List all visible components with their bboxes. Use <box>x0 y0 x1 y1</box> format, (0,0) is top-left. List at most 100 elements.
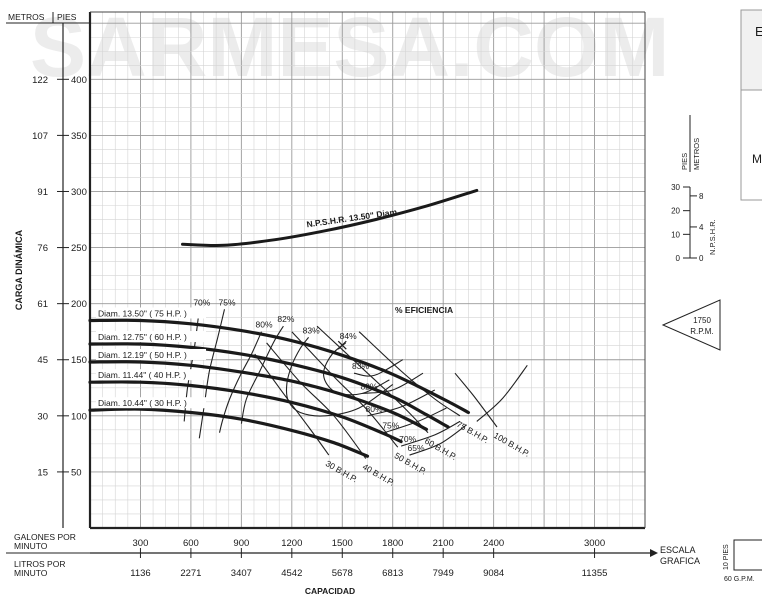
head-curve-label: Diam. 13.50" ( 75 H.P. ) <box>98 308 187 318</box>
y-tick-label-ft: 50 <box>71 467 82 478</box>
x-tick-label-gpm: 3000 <box>584 538 605 549</box>
head-curve-label: Diam. 12.75" ( 60 H.P. ) <box>98 332 187 342</box>
x-tick-label-gpm: 1800 <box>382 538 403 549</box>
scale-square <box>733 539 762 571</box>
head-curve <box>88 380 403 444</box>
head-curve <box>88 342 450 429</box>
rpm-badge <box>661 299 721 351</box>
scale-label-line2: GRAFICA <box>660 556 700 566</box>
x-tick-label-lpm: 7949 <box>433 568 454 579</box>
y-tick-labels: 50 15 100 30 150 45 200 61 250 76 300 91 350 107 400 12… <box>32 75 87 479</box>
scale-label-line1: ESCALA <box>660 545 696 555</box>
npsh-tick-label-ft: 10 <box>671 230 680 239</box>
y-header-pies: PIES <box>57 12 77 22</box>
efficiency-label: 84% <box>340 331 357 341</box>
x-tick-label-gpm: 600 <box>183 538 199 549</box>
x-tick-label-lpm: 4542 <box>281 568 302 579</box>
y-tick-label-m: 107 <box>32 131 48 142</box>
y-tick-label-m: 45 <box>37 355 48 366</box>
y-tick-label-m: 76 <box>37 243 48 254</box>
bhp-label: 100 B.H.P. <box>492 430 532 459</box>
y-tick-label-ft: 400 <box>71 75 87 86</box>
npsh-tick-label-ft: 20 <box>671 207 680 216</box>
rpm-value: 1750 <box>693 316 711 325</box>
bhp-line <box>454 372 498 428</box>
efficiency-label: 83% <box>303 325 320 335</box>
x-axis-arrow <box>650 549 658 557</box>
x-tick-label-gpm: 1500 <box>332 538 353 549</box>
rpm-unit: R.P.M. <box>690 327 713 336</box>
gpm-label-line1: GALONES POR <box>14 532 76 542</box>
x-tick-label-lpm: 11355 <box>582 568 608 579</box>
efficiency-label: 65% <box>408 443 425 453</box>
efficiency-curve <box>218 331 263 433</box>
efficiency-label: 82% <box>277 314 294 324</box>
scale-pies-label: 10 PIES <box>723 544 730 570</box>
x-tick-label-gpm: 2400 <box>483 538 504 549</box>
npsh-tick-label-m: 0 <box>699 254 704 263</box>
bhp-line <box>291 331 399 448</box>
efficiency-label: 80% <box>256 320 273 330</box>
y-tick-label-m: 15 <box>37 467 48 478</box>
y-axis-title: CARGA DINÁMICA <box>14 229 24 310</box>
npsh-tick-label-ft: 30 <box>671 183 680 192</box>
chart-curves: 70% 75%80%82%83%84%83%82%80%75%70%65%30 B… <box>88 188 532 488</box>
efficiency-curve <box>400 420 461 447</box>
y-tick-label-ft: 300 <box>71 187 87 198</box>
side-panel-header <box>740 9 762 91</box>
y-tick-label-ft: 250 <box>71 243 87 254</box>
npsh-tick-label-m: 4 <box>699 223 704 232</box>
efficiency-label: 80% <box>366 404 383 414</box>
x-tick-label-gpm: 900 <box>233 538 249 549</box>
efficiency-label: 75% <box>219 297 236 307</box>
npsh-tick-label-ft: 0 <box>676 254 681 263</box>
y-tick-label-ft: 200 <box>71 299 87 310</box>
npsh-axis-title: N.P.S.H.R. <box>708 219 717 255</box>
y-tick-label-m: 122 <box>32 75 48 86</box>
scale-gpm-label: 60 G.P.M. <box>724 576 755 583</box>
side-panel-letter-mid: M <box>752 152 762 166</box>
efficiency-curve <box>409 424 468 456</box>
head-curve-label-bg <box>96 369 206 381</box>
x-tick-label-lpm: 2271 <box>180 568 201 579</box>
y-tick-label-m: 61 <box>37 299 48 310</box>
y-header-metros: METROS <box>8 12 45 22</box>
head-curve <box>88 318 470 415</box>
efficiency-label: 70% <box>193 297 210 307</box>
head-curve-label-bg <box>96 397 206 409</box>
efficiency-curve <box>362 372 424 394</box>
bhp-100-tail <box>476 364 528 422</box>
efficiency-title: % EFICIENCIA <box>395 305 453 315</box>
bhp-line <box>316 325 429 434</box>
gpm-label-line2: MINUTO <box>14 541 48 551</box>
efficiency-curve <box>353 359 404 377</box>
npsh-curve <box>181 188 479 247</box>
lpm-label-line2: MINUTO <box>14 568 48 578</box>
head-curve-label: Diam. 11.44" ( 40 H.P. ) <box>98 370 186 380</box>
efficiency-label: 75% <box>382 421 399 431</box>
npsh-metros-label: METROS <box>692 138 701 170</box>
npsh-pies-label: PIES <box>680 153 689 170</box>
x-tick-label-lpm: 9084 <box>483 568 504 579</box>
watermark: SARMESA.COM <box>30 0 669 94</box>
bhp-label: 75 B.H.P. <box>455 419 491 445</box>
head-curve-label: Diam. 12.19" ( 50 H.P. ) <box>98 350 187 360</box>
efficiency-label: 70% <box>399 434 416 444</box>
y-tick-label-m: 30 <box>37 411 48 422</box>
x-tick-label-gpm: 1200 <box>281 538 302 549</box>
bhp-label: 40 B.H.P. <box>361 462 397 488</box>
head-curve-label-bg <box>96 307 206 319</box>
bhp-label: 30 B.H.P. <box>324 458 360 484</box>
efficiency-curve <box>367 389 436 417</box>
x-tick-label-gpm: 300 <box>133 538 149 549</box>
npsh-tick-labels: 0 10 20 30 0 4 8 <box>671 183 704 263</box>
x-tick-label-lpm: 3407 <box>231 568 252 579</box>
x-tick-label-lpm: 5678 <box>332 568 353 579</box>
head-curve-label-bg <box>96 348 206 360</box>
head-curve <box>88 360 428 431</box>
y-tick-label-ft: 150 <box>71 355 87 366</box>
y-tick-label-ft: 100 <box>71 411 87 422</box>
y-tick-label-ft: 350 <box>71 131 87 142</box>
x-tick-labels: 300 1136 600 2271 900 3407 1200 4542 1500 5678 180… <box>130 538 607 579</box>
